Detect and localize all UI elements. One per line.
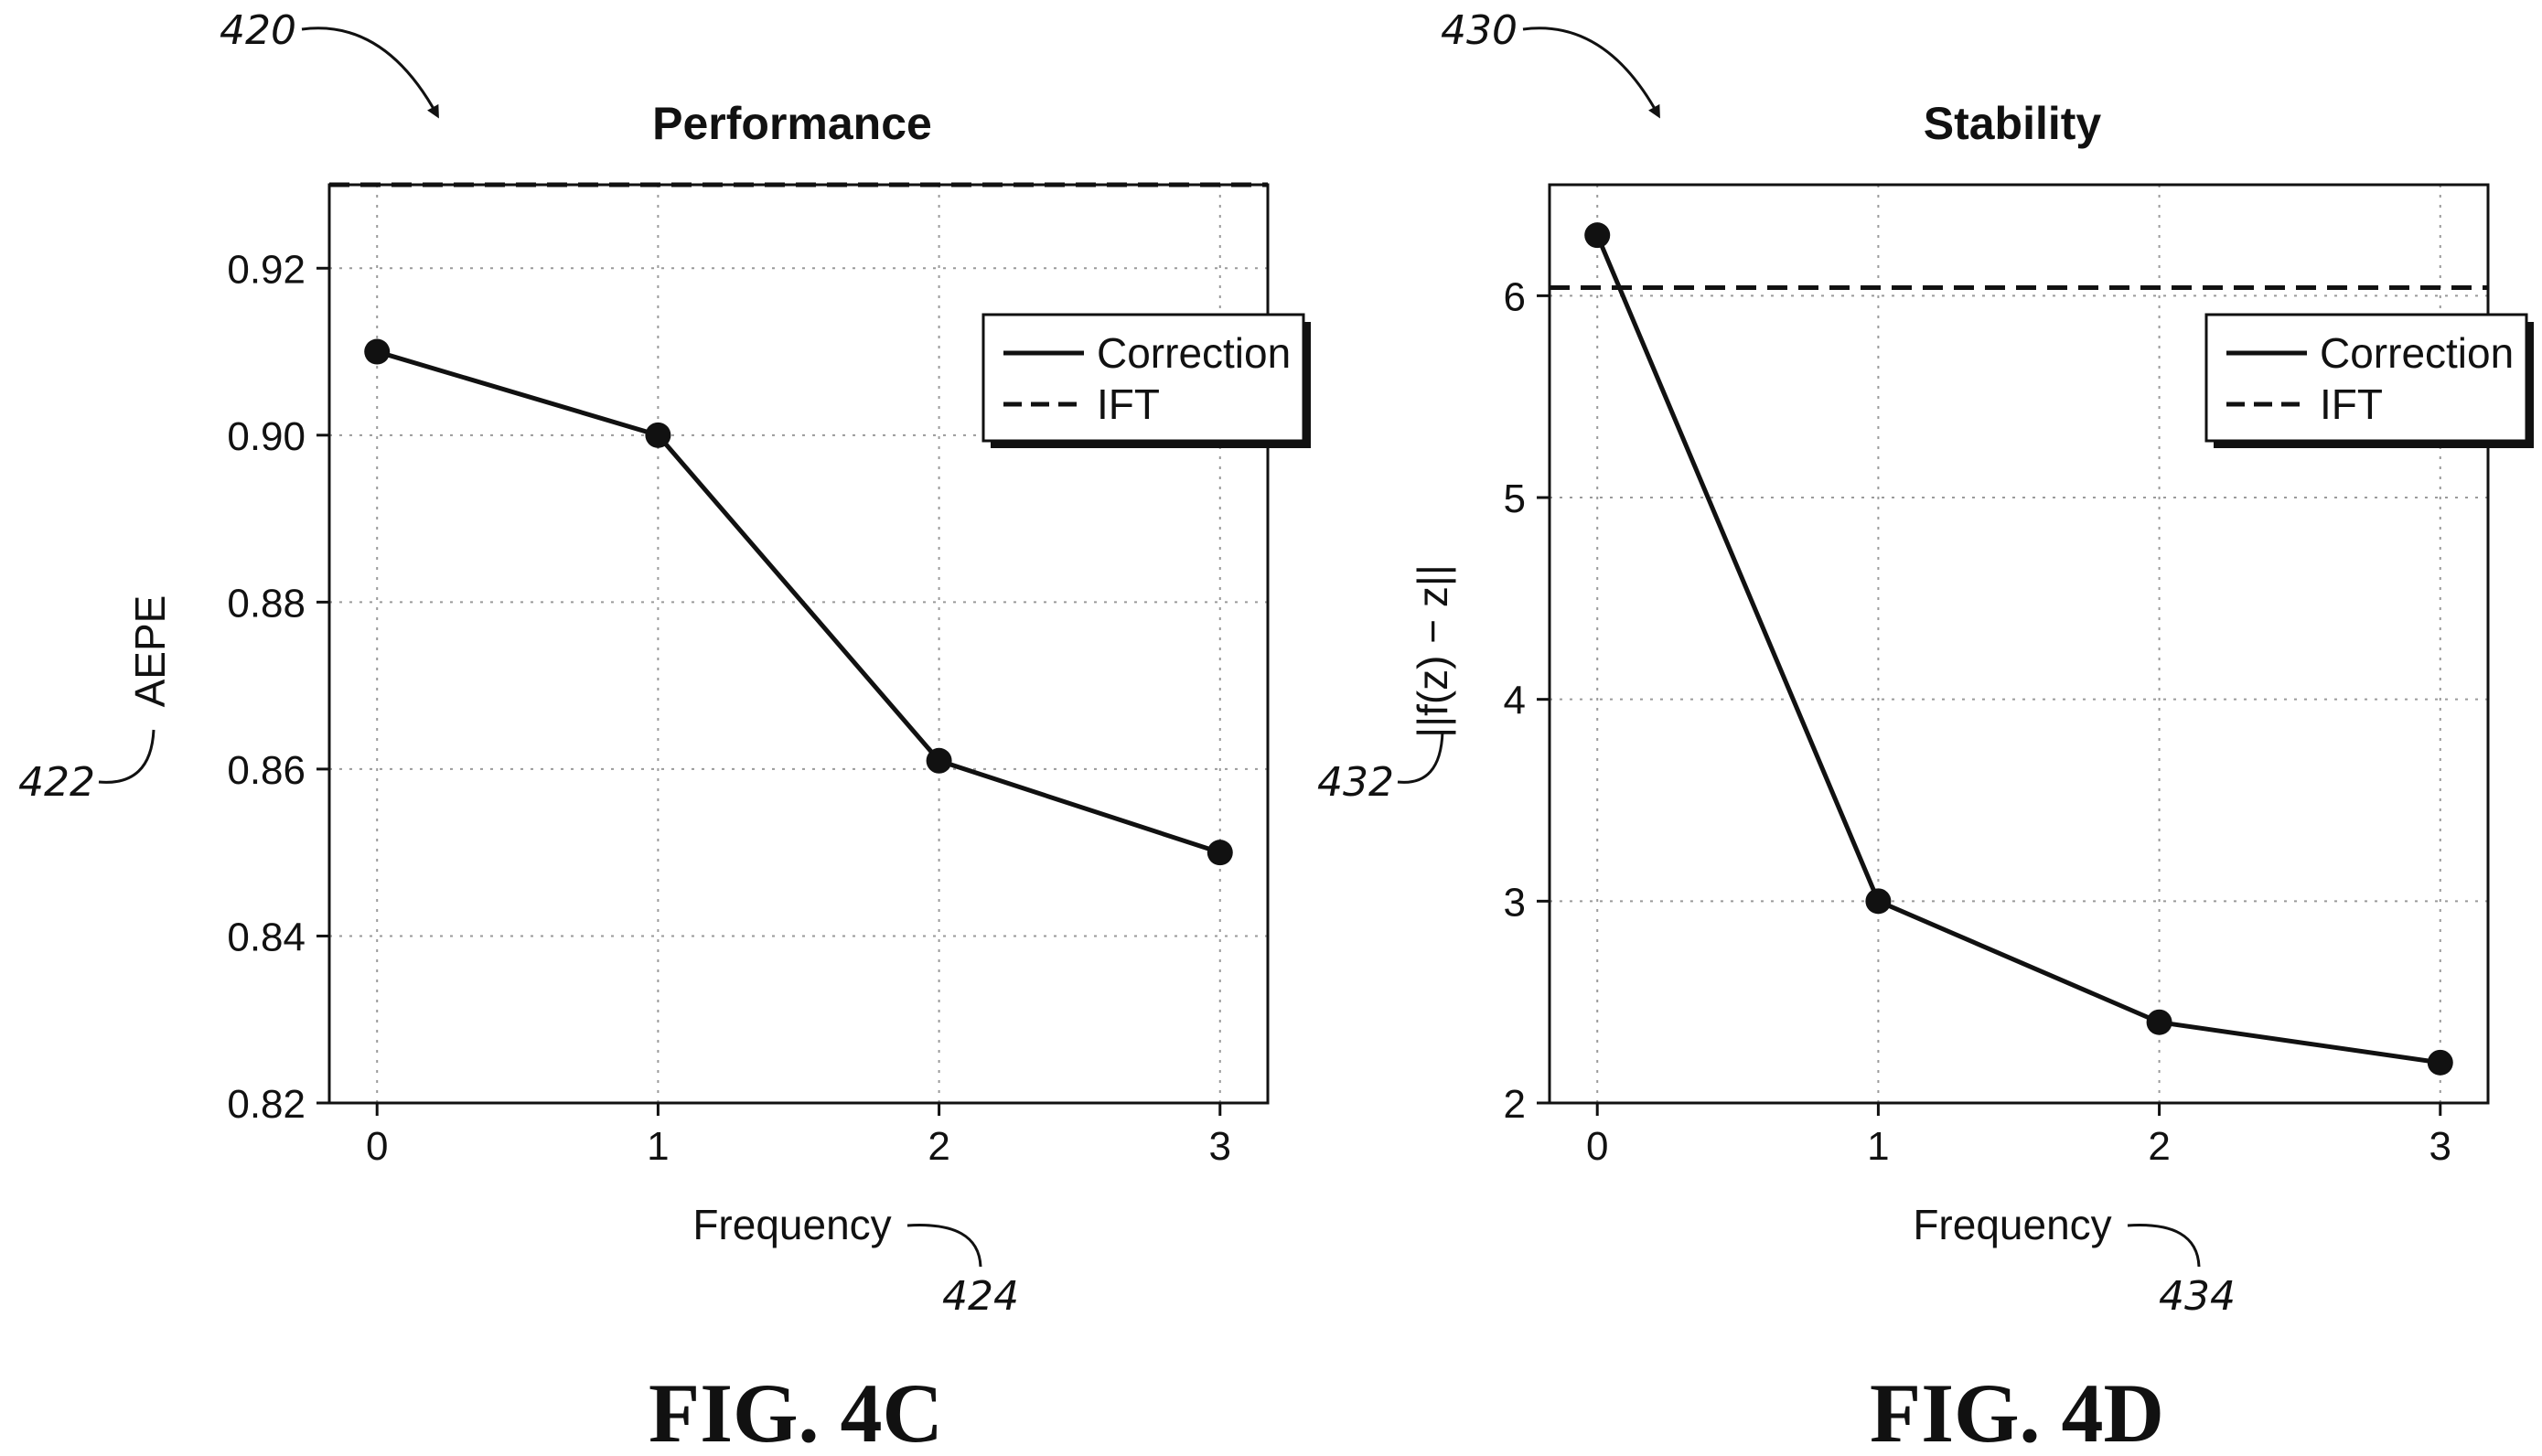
y-axis-label-norm: ||f(z) − z|| bbox=[1409, 564, 1456, 738]
data-point-correction bbox=[2146, 1009, 2172, 1035]
plot-frame bbox=[1548, 183, 2490, 1105]
figure-label-4d: FIG. 4D bbox=[1870, 1366, 2164, 1456]
reference-arrow-430 bbox=[1522, 27, 1660, 119]
x-tick-label: 1 bbox=[1867, 1124, 1889, 1169]
x-tick-label: 3 bbox=[1209, 1124, 1231, 1169]
leader-line-424 bbox=[906, 1224, 982, 1268]
chart-title-performance: Performance bbox=[652, 98, 932, 149]
x-tick-label: 0 bbox=[1586, 1124, 1608, 1169]
series-line-correction bbox=[376, 349, 1221, 855]
legend-box bbox=[2204, 313, 2528, 443]
figure-label-4c: FIG. 4C bbox=[649, 1366, 943, 1456]
x-axis-label-frequency: Frequency bbox=[692, 1201, 891, 1248]
data-point-correction bbox=[2427, 1049, 2453, 1076]
x-tick-label: 1 bbox=[647, 1124, 669, 1169]
leader-line-432 bbox=[1397, 731, 1444, 784]
series-line-correction bbox=[1594, 234, 2441, 1065]
y-tick-label: 0.86 bbox=[227, 748, 306, 793]
x-tick-label: 2 bbox=[928, 1124, 949, 1169]
panel-performance: 420 Performance 0 1 2 3 0.82 0.84 0.86 0.88 0.90… bbox=[18, 7, 1311, 1456]
reference-number-424: 424 bbox=[942, 1273, 1019, 1320]
legend-label-correction: Correction bbox=[1097, 329, 1291, 377]
x-tick-label: 2 bbox=[2148, 1124, 2170, 1169]
y-tick-label: 0.90 bbox=[227, 414, 306, 459]
reference-arrow-420 bbox=[301, 27, 439, 119]
data-point-correction bbox=[364, 338, 391, 365]
reference-number-420: 420 bbox=[220, 7, 296, 54]
reference-number-422: 422 bbox=[18, 759, 95, 806]
plot-area-performance: 0 1 2 3 0.82 0.84 0.86 0.88 0.90 0.92 CorrectionIF… bbox=[227, 182, 1311, 1169]
y-tick-label: 4 bbox=[1504, 679, 1526, 723]
legend-label-ift: IFT bbox=[1097, 380, 1160, 428]
data-point-correction bbox=[645, 422, 671, 448]
data-point-correction bbox=[1584, 222, 1611, 249]
legend-label-correction: Correction bbox=[2320, 329, 2514, 377]
x-tick-label: 0 bbox=[366, 1124, 388, 1169]
reference-number-434: 434 bbox=[2159, 1273, 2236, 1320]
reference-number-430: 430 bbox=[1441, 7, 1518, 54]
leader-line-434 bbox=[2127, 1224, 2201, 1268]
x-tick-label: 3 bbox=[2429, 1124, 2451, 1169]
y-axis-label-aepe: AEPE bbox=[126, 595, 174, 708]
y-tick-label: 0.84 bbox=[227, 915, 306, 959]
y-tick-label: 2 bbox=[1504, 1082, 1526, 1127]
reference-number-432: 432 bbox=[1317, 759, 1394, 806]
data-point-correction bbox=[1207, 840, 1233, 866]
legend-label-ift: IFT bbox=[2320, 380, 2383, 428]
x-axis-label-frequency: Frequency bbox=[1913, 1201, 2111, 1248]
chart-title-stability: Stability bbox=[1924, 98, 2102, 149]
data-point-correction bbox=[926, 747, 952, 774]
y-tick-label: 6 bbox=[1504, 274, 1526, 319]
leader-line-422 bbox=[98, 729, 156, 784]
y-tick-label: 3 bbox=[1504, 880, 1526, 925]
legend-box bbox=[981, 313, 1305, 443]
y-tick-label: 5 bbox=[1504, 476, 1526, 521]
y-tick-label: 0.92 bbox=[227, 247, 306, 292]
data-point-correction bbox=[1865, 888, 1892, 915]
y-tick-label: 0.88 bbox=[227, 581, 306, 626]
y-tick-label: 0.82 bbox=[227, 1082, 306, 1127]
